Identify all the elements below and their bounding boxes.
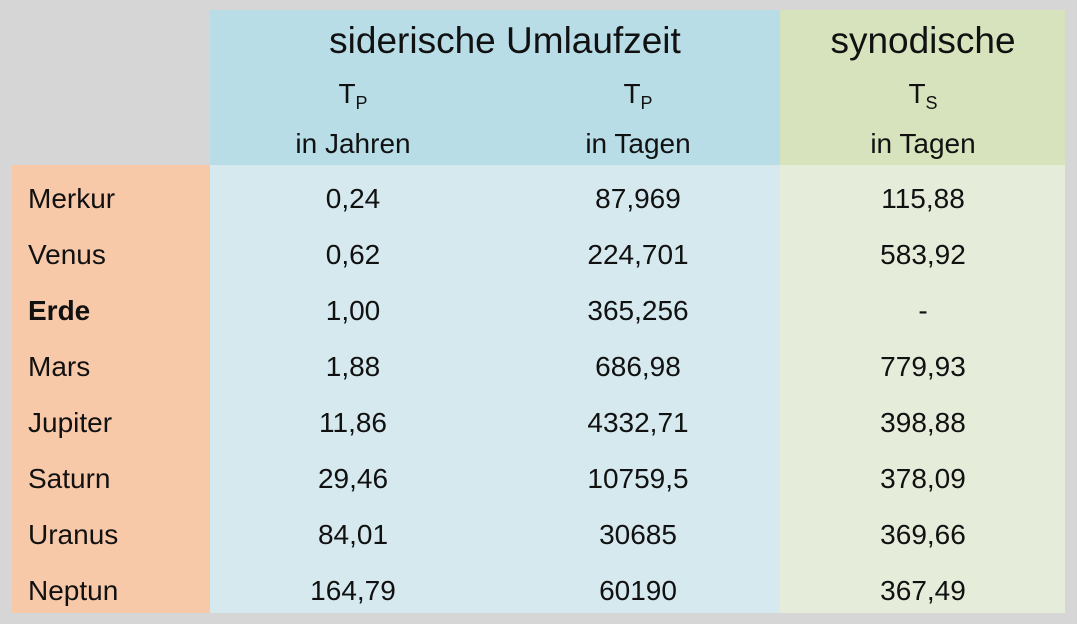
row-name: Saturn — [28, 463, 111, 494]
body-green — [780, 165, 1065, 613]
cell: 779,93 — [880, 351, 966, 382]
cell: 115,88 — [881, 183, 965, 214]
symbol: T — [908, 78, 926, 109]
row-name: Erde — [28, 295, 91, 326]
cell: 30685 — [599, 519, 677, 550]
column-unit: in Tagen — [870, 128, 976, 159]
cell: 84,01 — [317, 519, 389, 550]
cell: 367,49 — [880, 575, 966, 606]
cell: 4332,71 — [587, 407, 689, 438]
row-name: Jupiter — [28, 407, 113, 438]
cell: 224,701 — [587, 239, 689, 270]
group-title: synodische — [830, 20, 1016, 61]
cell: 60190 — [599, 575, 677, 606]
row-name: Mars — [28, 351, 91, 382]
cell: 1,88 — [325, 351, 381, 382]
cell: 365,256 — [587, 295, 689, 326]
subscript: P — [355, 93, 368, 113]
cell: 378,09 — [880, 463, 966, 494]
cell: 369,66 — [880, 519, 966, 550]
column-symbol: TS — [908, 78, 938, 113]
cell: 1,00 — [325, 295, 381, 326]
name-column — [12, 165, 210, 613]
cell: 583,92 — [880, 239, 966, 270]
cell: 29,46 — [317, 463, 389, 494]
cell: 0,62 — [325, 239, 381, 270]
row-name: Merkur — [28, 183, 116, 214]
cell: 87,969 — [595, 183, 681, 214]
subscript: S — [925, 93, 938, 113]
row-name: Uranus — [28, 519, 119, 550]
cell: 10759,5 — [587, 463, 689, 494]
cell: - — [918, 295, 928, 326]
column-unit: in Jahren — [295, 128, 411, 159]
cell: 398,88 — [880, 407, 966, 438]
symbol: T — [338, 78, 356, 109]
row-name: Neptun — [28, 575, 119, 606]
cell: 11,86 — [319, 407, 387, 438]
cell: 0,24 — [325, 183, 381, 214]
header-green — [780, 10, 1065, 165]
symbol: T — [623, 78, 641, 109]
column-symbol: TP — [623, 78, 653, 113]
column-unit: in Tagen — [585, 128, 691, 159]
header-blue — [210, 10, 780, 165]
column-symbol: TP — [338, 78, 368, 113]
subscript: P — [640, 93, 653, 113]
cell: 686,98 — [595, 351, 681, 382]
group-title: siderische Umlaufzeit — [329, 20, 681, 61]
cell: 164,79 — [310, 575, 396, 606]
row-name: Venus — [28, 239, 106, 270]
body-blue — [210, 165, 780, 613]
